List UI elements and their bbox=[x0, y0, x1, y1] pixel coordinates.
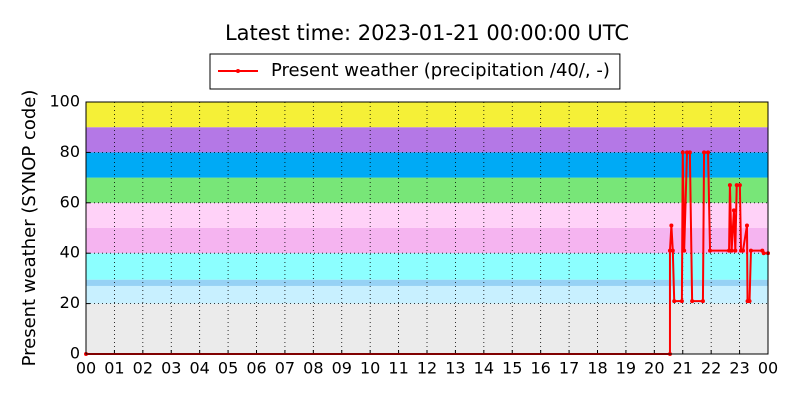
data-point bbox=[687, 150, 692, 155]
x-tick-label: 17 bbox=[559, 359, 579, 378]
x-tick-label: 18 bbox=[587, 359, 607, 378]
x-tick-label: 11 bbox=[388, 359, 408, 378]
legend-box bbox=[209, 53, 621, 90]
data-point bbox=[672, 299, 677, 304]
data-point bbox=[733, 248, 738, 253]
data-point bbox=[669, 223, 674, 228]
x-tick-label: 21 bbox=[673, 359, 693, 378]
chart-title: Latest time: 2023-01-21 00:00:00 UTC bbox=[225, 21, 629, 45]
x-tick-label: 00 bbox=[758, 359, 778, 378]
data-point bbox=[685, 150, 690, 155]
data-point bbox=[761, 251, 766, 256]
x-tick-label: 07 bbox=[275, 359, 295, 378]
background-band bbox=[86, 152, 768, 178]
legend-label: Present weather (precipitation /40/, -) bbox=[271, 60, 610, 81]
background-band bbox=[86, 303, 768, 354]
data-point bbox=[680, 150, 685, 155]
data-point bbox=[727, 183, 732, 188]
y-tick-label: 100 bbox=[49, 92, 80, 111]
data-point bbox=[734, 183, 739, 188]
x-tick-label: 08 bbox=[303, 359, 323, 378]
data-point bbox=[744, 223, 749, 228]
x-tick-label: 10 bbox=[360, 359, 380, 378]
x-tick-label: 12 bbox=[417, 359, 437, 378]
x-tick-label: 02 bbox=[133, 359, 153, 378]
x-tick-label: 06 bbox=[246, 359, 266, 378]
x-tick-label: 19 bbox=[616, 359, 636, 378]
x-tick-label: 01 bbox=[104, 359, 124, 378]
data-point bbox=[702, 150, 707, 155]
y-tick-label: 80 bbox=[60, 142, 80, 161]
data-point bbox=[667, 248, 672, 253]
data-point bbox=[731, 208, 736, 213]
y-tick-label: 20 bbox=[60, 293, 80, 312]
y-tick-label: 0 bbox=[70, 344, 80, 363]
background-band bbox=[86, 127, 768, 153]
x-tick-label: 22 bbox=[701, 359, 721, 378]
data-point bbox=[670, 248, 675, 253]
data-point bbox=[706, 150, 711, 155]
data-point bbox=[740, 248, 745, 253]
x-tick-label: 03 bbox=[161, 359, 181, 378]
y-tick-label: 40 bbox=[60, 243, 80, 262]
x-tick-label: 15 bbox=[502, 359, 522, 378]
x-tick-label: 13 bbox=[445, 359, 465, 378]
data-point bbox=[679, 299, 684, 304]
legend: Present weather (precipitation /40/, -) bbox=[209, 53, 621, 90]
x-tick-label: 16 bbox=[530, 359, 550, 378]
y-axis-label: Present weather (SYNOP code) bbox=[19, 90, 40, 367]
data-point bbox=[729, 248, 734, 253]
x-tick-label: 05 bbox=[218, 359, 238, 378]
x-tick-label: 04 bbox=[189, 359, 209, 378]
data-point bbox=[748, 248, 753, 253]
plot-frame bbox=[85, 101, 769, 355]
legend-marker bbox=[236, 69, 240, 73]
data-point bbox=[682, 248, 687, 253]
data-point bbox=[690, 299, 695, 304]
data-point bbox=[708, 248, 713, 253]
background-band bbox=[86, 228, 768, 254]
data-point bbox=[747, 299, 752, 304]
x-tick-label: 09 bbox=[332, 359, 352, 378]
x-tick-label: 14 bbox=[474, 359, 494, 378]
y-tick-label: 60 bbox=[60, 192, 80, 211]
data-point bbox=[700, 299, 705, 304]
x-tick-label: 00 bbox=[76, 359, 96, 378]
data-point bbox=[737, 183, 742, 188]
x-tick-label: 20 bbox=[644, 359, 664, 378]
x-tick-label: 23 bbox=[729, 359, 749, 378]
